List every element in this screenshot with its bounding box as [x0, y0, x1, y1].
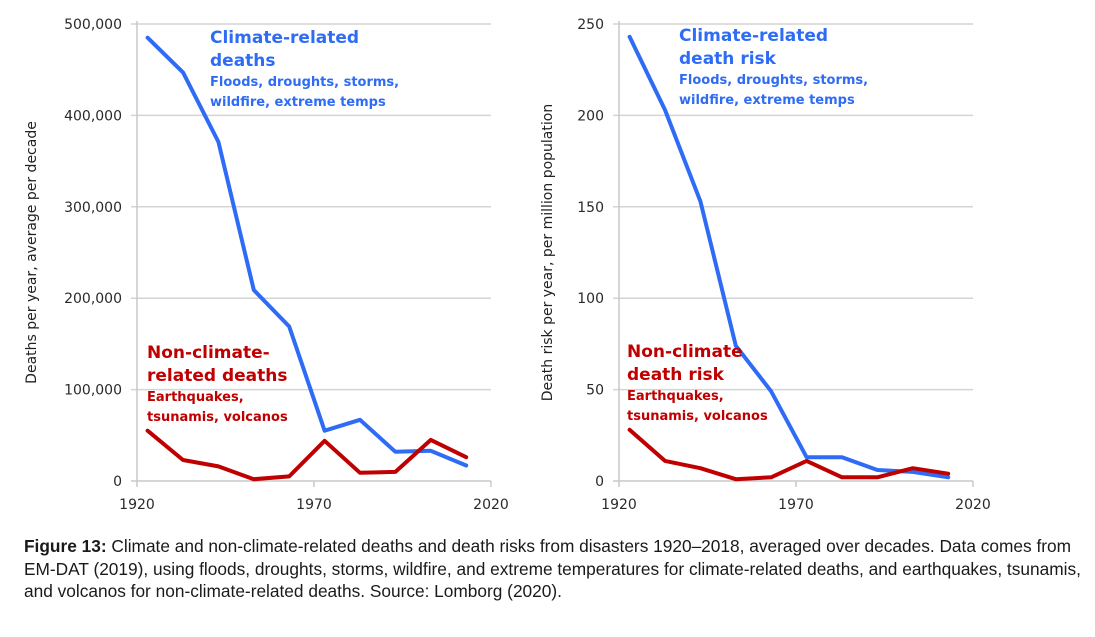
x-tick-label: 2020	[955, 497, 991, 513]
y-tick-label: 400,000	[64, 108, 122, 124]
series-annotation-subtitle: tsunamis, volcanos	[147, 410, 288, 425]
series-annotation-title: related deaths	[147, 366, 287, 386]
y-tick-label: 150	[577, 200, 604, 216]
series-annotation-subtitle: Floods, droughts, storms,	[210, 75, 399, 90]
x-tick-label: 1970	[296, 497, 332, 513]
series-annotation-subtitle: wildfire, extreme temps	[210, 95, 386, 110]
series-annotation-title: Climate-related	[679, 26, 828, 46]
series-annotation-title: deaths	[210, 51, 276, 71]
y-tick-label: 200,000	[64, 291, 122, 307]
figure-caption: Figure 13: Climate and non-climate-relat…	[24, 535, 1084, 603]
series-annotation-subtitle: Earthquakes,	[627, 389, 724, 404]
series-annotation-title: Non-climate-	[147, 343, 270, 363]
chart-2: 0 50 100 150 200 250 1920 1970 2020 Death risk pe…	[540, 17, 991, 513]
series-annotation-subtitle: Floods, droughts, storms,	[679, 73, 868, 88]
x-tick-label: 1920	[119, 497, 155, 513]
series-annotation-subtitle: tsunamis, volcanos	[627, 409, 768, 424]
chart-1: 0 100,000 200,000 300,000 400,000 500,000 1920…	[24, 17, 509, 513]
y-tick-label: 100	[577, 291, 604, 307]
x-tick-label: 2020	[473, 497, 509, 513]
series-annotation-subtitle: Earthquakes,	[147, 390, 244, 405]
series-annotation-subtitle: wildfire, extreme temps	[679, 93, 855, 108]
x-tick-label: 1970	[778, 497, 814, 513]
series-line-climate	[145, 35, 469, 468]
y-axis-label: Deaths per year, average per decade	[24, 121, 40, 384]
y-tick-label: 200	[577, 108, 604, 124]
y-tick-label: 50	[586, 383, 604, 399]
series-annotation-title: Non-climate	[627, 342, 743, 362]
figure-charts: 0 100,000 200,000 300,000 400,000 500,000 1920…	[24, 17, 991, 513]
y-tick-label: 0	[113, 474, 122, 490]
series-line-non-climate	[145, 428, 469, 482]
y-tick-label: 300,000	[64, 200, 122, 216]
series-annotation-title: death risk	[679, 49, 777, 69]
series-line-non-climate	[627, 427, 951, 482]
caption-text: Climate and non-climate-related deaths a…	[24, 536, 1081, 601]
series-annotation-title: Climate-related	[210, 28, 359, 48]
y-tick-label: 500,000	[64, 17, 122, 33]
series-annotation-title: death risk	[627, 365, 725, 385]
y-tick-label: 250	[577, 17, 604, 33]
y-axis-label: Death risk per year, per million populat…	[540, 104, 556, 401]
caption-label: Figure 13:	[24, 536, 107, 556]
x-tick-label: 1920	[601, 497, 637, 513]
y-tick-label: 0	[595, 474, 604, 490]
y-tick-label: 100,000	[64, 383, 122, 399]
